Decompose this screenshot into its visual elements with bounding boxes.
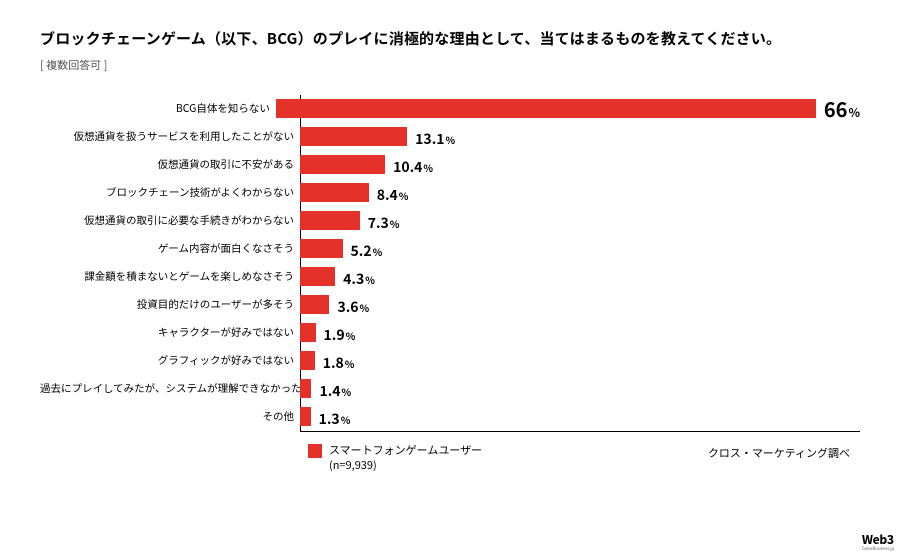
bar-label: BCG自体を知らない (40, 101, 276, 116)
legend-text: スマートフォンゲームユーザー (n=9,939) (329, 443, 482, 474)
bar-value: 3.6% (337, 293, 369, 317)
legend: スマートフォンゲームユーザー (n=9,939) (308, 443, 482, 474)
watermark: Web3 GameBusiness.jp (862, 531, 894, 551)
chart-footer: スマートフォンゲームユーザー (n=9,939) クロス・マーケティング調べ (40, 443, 860, 474)
bar (300, 183, 369, 202)
x-axis-line (300, 431, 860, 432)
bar-value: 13.1% (415, 125, 455, 149)
bar-label: その他 (40, 409, 300, 424)
bar-track: 8.4% (300, 179, 860, 207)
bar (300, 379, 311, 398)
bar (300, 155, 385, 174)
bar-label: 課金額を積まないとゲームを楽しめなさそう (40, 269, 300, 284)
bar-value: 7.3% (368, 209, 400, 233)
bar (300, 239, 343, 258)
legend-line1: スマートフォンゲームユーザー (329, 442, 482, 458)
bar-track: 4.3% (300, 263, 860, 291)
bar-track: 1.3% (300, 403, 860, 431)
bar (300, 323, 316, 342)
bar (300, 295, 329, 314)
bar-label: キャラクターが好みではない (40, 325, 300, 340)
chart-area: BCG自体を知らない66%仮想通貨を扱うサービスを利用したことがない13.1%仮… (40, 95, 860, 431)
bar-value: 10.4% (393, 153, 433, 177)
bar-track: 1.4% (300, 375, 860, 403)
bar-row: 仮想通貨を扱うサービスを利用したことがない 13.1% (40, 123, 860, 151)
bar-value: 1.4% (319, 377, 351, 401)
bar-row: ブロックチェーン技術がよくわからない 8.4% (40, 179, 860, 207)
watermark-sub: GameBusiness.jp (862, 548, 894, 551)
bar-track: 10.4% (300, 151, 860, 179)
bar-label: 過去にプレイしてみたが、システムが理解できなかった (40, 381, 300, 396)
bar-value: 4.3% (343, 265, 375, 289)
bar (300, 351, 315, 370)
bar-value: 8.4% (377, 181, 409, 205)
bar (276, 99, 816, 118)
legend-line2: (n=9,939) (329, 457, 377, 473)
bar-track: 3.6% (300, 291, 860, 319)
bar-row: グラフィックが好みではない 1.8% (40, 347, 860, 375)
bar-label: 投資目的だけのユーザーが多そう (40, 297, 300, 312)
legend-swatch (308, 444, 322, 458)
bar-label: ブロックチェーン技術がよくわからない (40, 185, 300, 200)
chart-container: ブロックチェーンゲーム（以下、BCG）のプレイに消極的な理由として、当てはまるも… (0, 0, 900, 473)
bar (300, 267, 335, 286)
bar-track: 13.1% (300, 123, 860, 151)
bar-value: 5.2% (351, 237, 383, 261)
bar-row: 過去にプレイしてみたが、システムが理解できなかった 1.4% (40, 375, 860, 403)
bar-row: ゲーム内容が面白くなさそう 5.2% (40, 235, 860, 263)
bar-value: 1.3% (319, 405, 351, 429)
bar-value: 1.9% (324, 321, 356, 345)
bar-track: 5.2% (300, 235, 860, 263)
bar-label: 仮想通貨を扱うサービスを利用したことがない (40, 129, 300, 144)
bar-track: 7.3% (300, 207, 860, 235)
bar-row: BCG自体を知らない 66% (40, 95, 860, 123)
credit-text: クロス・マーケティング調べ (708, 443, 860, 461)
bar-track: 1.9% (300, 319, 860, 347)
bar (300, 407, 311, 426)
bar-label: ゲーム内容が面白くなさそう (40, 241, 300, 256)
bar-row: 仮想通貨の取引に必要な手続きがわからない 7.3% (40, 207, 860, 235)
bar-label: 仮想通貨の取引に必要な手続きがわからない (40, 213, 300, 228)
bar (300, 127, 407, 146)
chart-title: ブロックチェーンゲーム（以下、BCG）のプレイに消極的な理由として、当てはまるも… (40, 28, 860, 51)
bar-row: 投資目的だけのユーザーが多そう 3.6% (40, 291, 860, 319)
bar-track: 66% (276, 95, 860, 123)
bar (300, 211, 360, 230)
bars-group: BCG自体を知らない66%仮想通貨を扱うサービスを利用したことがない13.1%仮… (40, 95, 860, 431)
chart-subtitle: [ 複数回答可 ] (40, 57, 860, 73)
bar-row: その他 1.3% (40, 403, 860, 431)
bar-row: キャラクターが好みではない 1.9% (40, 319, 860, 347)
bar-label: 仮想通貨の取引に不安がある (40, 157, 300, 172)
bar-value: 1.8% (323, 349, 355, 373)
bar-track: 1.8% (300, 347, 860, 375)
bar-label: グラフィックが好みではない (40, 353, 300, 368)
bar-value: 66% (824, 94, 860, 123)
bar-row: 仮想通貨の取引に不安がある 10.4% (40, 151, 860, 179)
bar-row: 課金額を積まないとゲームを楽しめなさそう 4.3% (40, 263, 860, 291)
